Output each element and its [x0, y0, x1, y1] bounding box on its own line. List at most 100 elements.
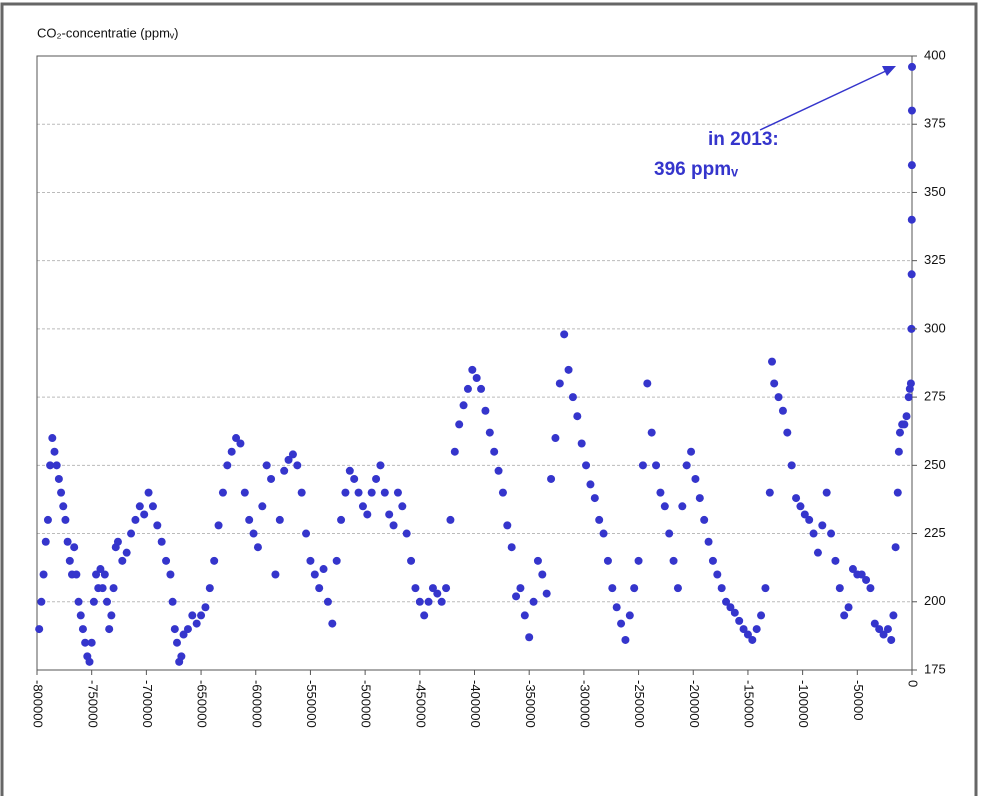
point: [415, 597, 424, 606]
point: [590, 494, 599, 503]
point: [787, 461, 796, 470]
point: [70, 543, 79, 552]
point: [621, 635, 630, 644]
point: [122, 548, 131, 557]
point: [72, 570, 81, 579]
y-tick-label: 375: [924, 116, 946, 131]
point: [503, 521, 512, 530]
point: [166, 570, 175, 579]
point: [768, 357, 776, 366]
point: [730, 608, 739, 617]
point: [345, 466, 354, 475]
point: [267, 474, 276, 483]
point: [173, 638, 181, 647]
point: [109, 584, 118, 593]
point: [904, 393, 913, 402]
point: [907, 106, 916, 115]
x-tick-label: -350000: [523, 680, 538, 728]
point: [100, 570, 109, 579]
point: [582, 461, 591, 470]
point: [442, 584, 451, 593]
y-tick-label: 325: [924, 252, 946, 267]
point: [337, 515, 346, 524]
point: [866, 584, 875, 593]
point: [293, 461, 302, 470]
point: [682, 461, 691, 470]
point: [41, 537, 50, 546]
x-tick-label: -750000: [85, 680, 100, 728]
point: [907, 324, 916, 333]
point: [652, 461, 661, 470]
point: [665, 529, 674, 538]
point: [50, 447, 59, 456]
point: [61, 515, 70, 524]
point: [140, 510, 149, 519]
point: [752, 625, 761, 634]
point: [35, 625, 44, 634]
point: [599, 529, 608, 538]
point: [424, 597, 433, 606]
point: [446, 515, 455, 524]
point: [179, 630, 188, 639]
point: [37, 597, 46, 606]
point: [805, 515, 814, 524]
y-tick-label: 350: [924, 184, 946, 199]
point: [288, 450, 297, 459]
point: [302, 529, 311, 538]
point: [168, 597, 177, 606]
point: [739, 625, 748, 634]
point: [262, 461, 271, 470]
point: [389, 521, 398, 530]
point: [891, 543, 900, 552]
point: [625, 611, 634, 620]
point: [840, 611, 849, 620]
y-tick-label: 175: [924, 661, 946, 676]
annotation: 396 ppmᵥ: [654, 159, 738, 180]
point: [908, 62, 916, 71]
point: [197, 611, 206, 620]
point: [398, 502, 407, 511]
point: [103, 597, 111, 606]
point: [520, 611, 529, 620]
point: [402, 529, 411, 538]
point: [214, 521, 223, 530]
point: [358, 502, 367, 511]
point: [907, 270, 916, 279]
point: [529, 597, 538, 606]
point: [157, 537, 166, 546]
y-tick-label: 250: [924, 457, 946, 472]
point: [188, 611, 197, 620]
point: [306, 556, 315, 565]
point: [902, 412, 911, 421]
point: [253, 543, 262, 552]
point: [118, 556, 127, 565]
annotation: in 2013:: [708, 129, 779, 150]
point: [428, 584, 437, 593]
point: [135, 502, 144, 511]
x-tick-label: -650000: [195, 680, 210, 728]
point: [153, 521, 162, 530]
point: [848, 565, 857, 574]
point: [162, 556, 171, 565]
point: [551, 434, 560, 443]
point: [310, 570, 319, 579]
point: [280, 466, 289, 475]
point: [177, 652, 186, 661]
point: [284, 455, 293, 464]
y-tick-label: 300: [924, 320, 946, 335]
point: [43, 515, 52, 524]
point: [726, 603, 735, 612]
point: [844, 603, 853, 612]
chart-title: CO₂-concentratie (ppmᵥ): [37, 25, 178, 40]
y-tick-label: 275: [924, 389, 946, 404]
point: [638, 461, 647, 470]
point: [894, 447, 903, 456]
point: [367, 488, 376, 497]
x-tick-label: -50000: [851, 680, 866, 720]
point: [827, 529, 836, 538]
point: [341, 488, 350, 497]
point: [656, 488, 665, 497]
point: [210, 556, 219, 565]
arrow-head: [882, 66, 896, 76]
